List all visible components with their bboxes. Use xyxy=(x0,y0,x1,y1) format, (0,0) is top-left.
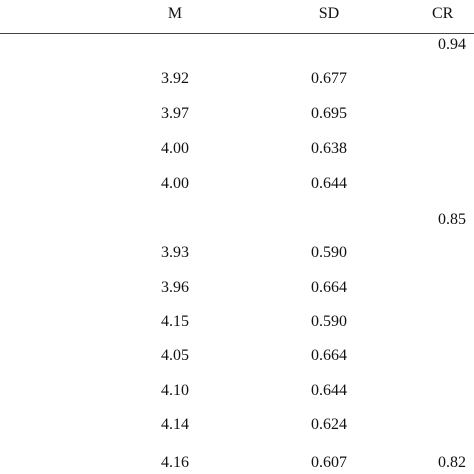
table-cell: 0.664 xyxy=(311,279,347,296)
table-cell: 4.10 xyxy=(161,382,189,399)
table-cell: 0.607 xyxy=(311,454,347,471)
table-cell: 4.16 xyxy=(161,454,189,471)
table-cell: 3.96 xyxy=(161,279,189,296)
table-cell: 0.590 xyxy=(311,244,347,261)
table-cell: 0.590 xyxy=(311,313,347,330)
table-cell: 4.15 xyxy=(161,313,189,330)
table-cell: 0.664 xyxy=(311,347,347,364)
table-cell: 0.624 xyxy=(311,416,347,433)
table-cell: 4.05 xyxy=(161,347,189,364)
table-cell: 0.644 xyxy=(311,382,347,399)
table-cell: 0.638 xyxy=(311,140,347,157)
table-cell: 0.644 xyxy=(311,175,347,192)
header-cell: SD xyxy=(318,5,340,22)
table-cell: 4.00 xyxy=(161,140,189,157)
header-rule xyxy=(0,33,474,34)
header-cell: CR xyxy=(432,5,454,22)
table-cell: 3.92 xyxy=(161,70,189,87)
table-cell: 3.93 xyxy=(161,244,189,261)
table-cell: 0.82 xyxy=(438,454,466,471)
table-cell: 3.97 xyxy=(161,105,189,122)
table-cell: 0.695 xyxy=(311,105,347,122)
table-cell: 4.14 xyxy=(161,416,189,433)
header-cell: M xyxy=(167,5,183,22)
table-cell: 0.94 xyxy=(438,36,466,53)
table-cell: 4.00 xyxy=(161,175,189,192)
table-cell: 0.85 xyxy=(438,211,466,228)
table-cell: 0.677 xyxy=(311,70,347,87)
